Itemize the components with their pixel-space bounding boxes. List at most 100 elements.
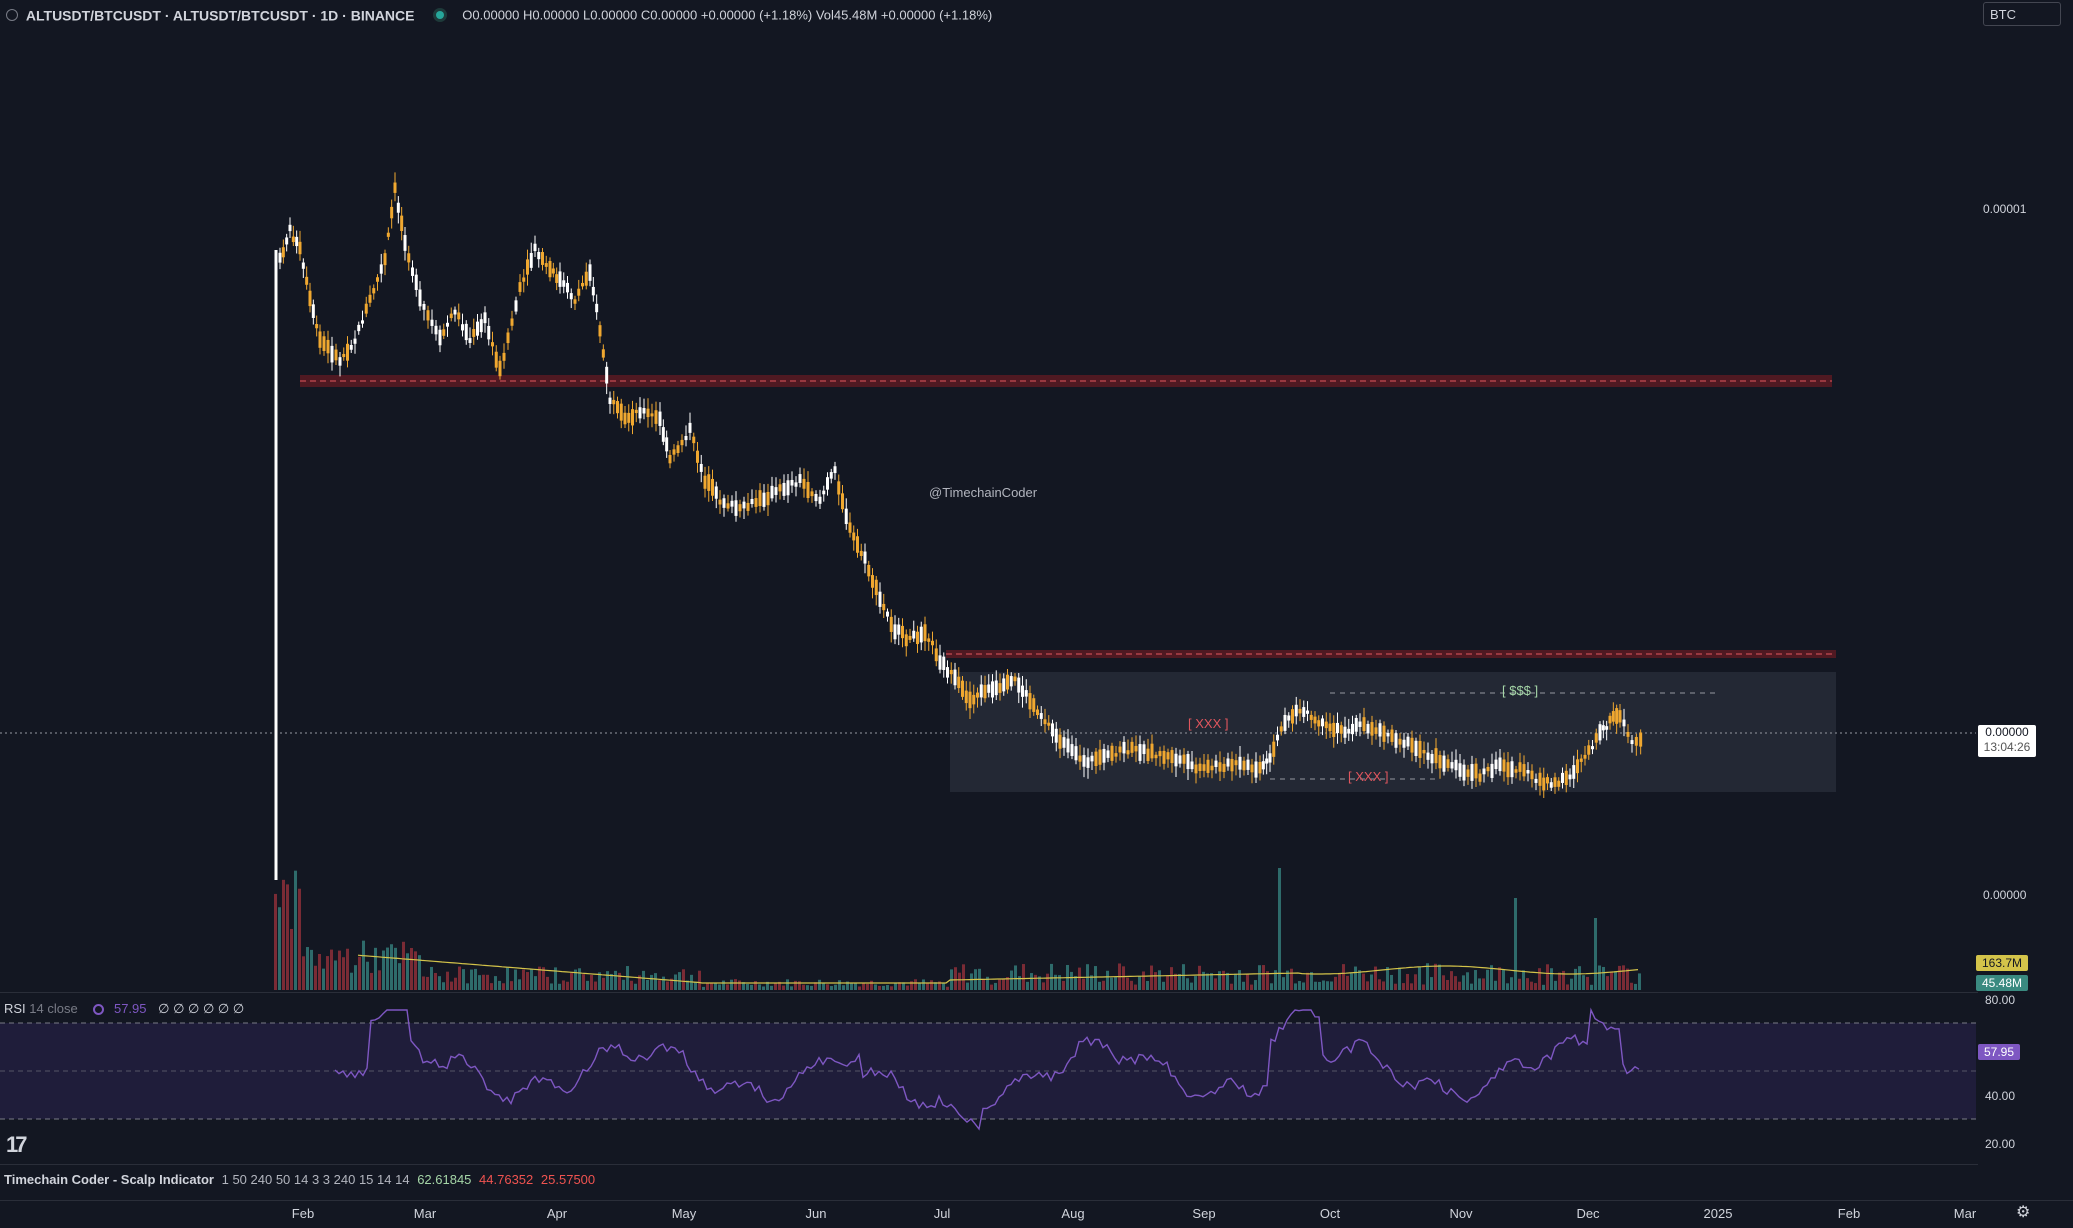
- candle-body: [676, 445, 680, 454]
- volume-bar: [1314, 981, 1317, 990]
- pane-separator-indicator[interactable]: [0, 1164, 1978, 1165]
- candle-body: [1374, 727, 1378, 734]
- volume-bar: [1418, 966, 1421, 990]
- candle-body: [1601, 725, 1605, 731]
- volume-bar: [778, 981, 781, 990]
- time-axis[interactable]: [0, 1200, 2073, 1227]
- indicator-name: Timechain Coder - Scalp Indicator: [4, 1172, 214, 1187]
- volume-bar: [434, 972, 437, 990]
- volume-bar: [1478, 978, 1481, 990]
- candle-body: [696, 450, 699, 463]
- settings-icon[interactable]: ⚙: [2016, 1204, 2031, 1221]
- candle-body: [923, 624, 927, 642]
- volume-bar: [1466, 972, 1469, 990]
- volume-bar: [1146, 980, 1149, 990]
- candle-body: [1518, 762, 1522, 772]
- candle-body: [1522, 764, 1526, 777]
- candle-body: [1126, 750, 1130, 755]
- volume-bar: [958, 972, 961, 990]
- volume-bar: [710, 983, 713, 990]
- candle-body: [916, 631, 919, 645]
- volume-bar: [1242, 981, 1245, 990]
- volume-bar: [1586, 976, 1589, 990]
- candle-body: [919, 626, 923, 643]
- volume-bar: [338, 950, 341, 990]
- volume-bar: [1546, 964, 1549, 990]
- volume-bar: [306, 947, 309, 990]
- volume-bar: [1018, 976, 1021, 990]
- candle-body: [991, 681, 994, 698]
- symbol-title[interactable]: ALTUSDT/BTCUSDT · ALTUSDT/BTCUSDT · 1D ·…: [25, 7, 415, 24]
- candles-group: [278, 172, 1643, 798]
- volume-bar: [1070, 971, 1073, 990]
- volume-bar: [1410, 983, 1413, 990]
- rsi-legend[interactable]: RSI 14 close 57.95 ∅ ∅ ∅ ∅ ∅ ∅: [4, 999, 244, 1019]
- volume-bar: [1266, 971, 1269, 990]
- candle-body: [577, 288, 581, 296]
- candle-body: [330, 345, 334, 363]
- high-value: H0.00000: [523, 7, 580, 23]
- candle-body: [1557, 780, 1561, 787]
- volume-bar: [394, 947, 397, 990]
- candle-body: [1254, 761, 1258, 778]
- candle-body: [1418, 740, 1422, 758]
- candle-body: [1546, 777, 1549, 784]
- volume-bar: [822, 982, 825, 990]
- volume-bar: [850, 983, 853, 990]
- candle-body: [1622, 719, 1626, 727]
- low-value: L0.00000: [583, 7, 638, 23]
- candle-body: [1587, 745, 1591, 755]
- candle-body: [794, 482, 798, 487]
- volume-bar: [1134, 984, 1137, 990]
- volume-bar: [762, 986, 765, 990]
- candle-body: [908, 635, 912, 640]
- volume-bar: [1554, 980, 1557, 990]
- candle-body: [393, 182, 397, 193]
- volume-bar: [886, 985, 889, 990]
- candle-body: [529, 252, 533, 268]
- candle-body: [1268, 753, 1272, 763]
- candle-body: [295, 236, 299, 247]
- candle-body: [782, 482, 786, 496]
- volume-bar: [922, 979, 925, 990]
- candle-body: [1202, 764, 1206, 771]
- candle-body: [361, 320, 364, 324]
- candle-body: [426, 310, 430, 321]
- volume-bar: [1358, 970, 1361, 990]
- volume-bar: [1274, 970, 1277, 990]
- volume-bar: [666, 981, 669, 990]
- candle-body: [430, 319, 434, 326]
- volume-bar: [906, 985, 909, 990]
- volume-bar: [630, 980, 633, 990]
- pane-separator-rsi[interactable]: [0, 992, 1978, 993]
- candle-body: [1222, 763, 1226, 772]
- month-label: Apr: [546, 1206, 568, 1221]
- candle-body: [1146, 748, 1150, 761]
- candle-body: [1122, 741, 1126, 754]
- volume-bar: [1506, 983, 1509, 990]
- volume-bar: [1630, 982, 1633, 990]
- candle-body: [623, 412, 627, 425]
- volume-bar: [1350, 973, 1353, 990]
- scalp-indicator-legend[interactable]: Timechain Coder - Scalp Indicator 1 50 2…: [4, 1172, 595, 1187]
- candle-body: [859, 550, 863, 556]
- tradingview-logo[interactable]: 17: [6, 1132, 28, 1157]
- volume-bar: [610, 973, 613, 990]
- month-label: Aug: [1061, 1206, 1085, 1221]
- candle-body: [1226, 758, 1230, 767]
- month-label: Sep: [1192, 1206, 1216, 1221]
- candle-body: [1272, 741, 1276, 757]
- currency-selector[interactable]: BTC: [1983, 2, 2061, 26]
- volume-bar: [814, 982, 817, 990]
- candle-body: [1598, 724, 1602, 741]
- volume-bar: [646, 979, 649, 990]
- volume-bar: [438, 976, 441, 990]
- volume-bar: [830, 986, 833, 990]
- candle-body: [912, 630, 916, 639]
- candle-body: [281, 247, 285, 258]
- candle-body: [889, 616, 893, 632]
- volume-bar: [914, 979, 917, 990]
- volume-bar: [590, 974, 593, 990]
- candle-body: [581, 282, 584, 287]
